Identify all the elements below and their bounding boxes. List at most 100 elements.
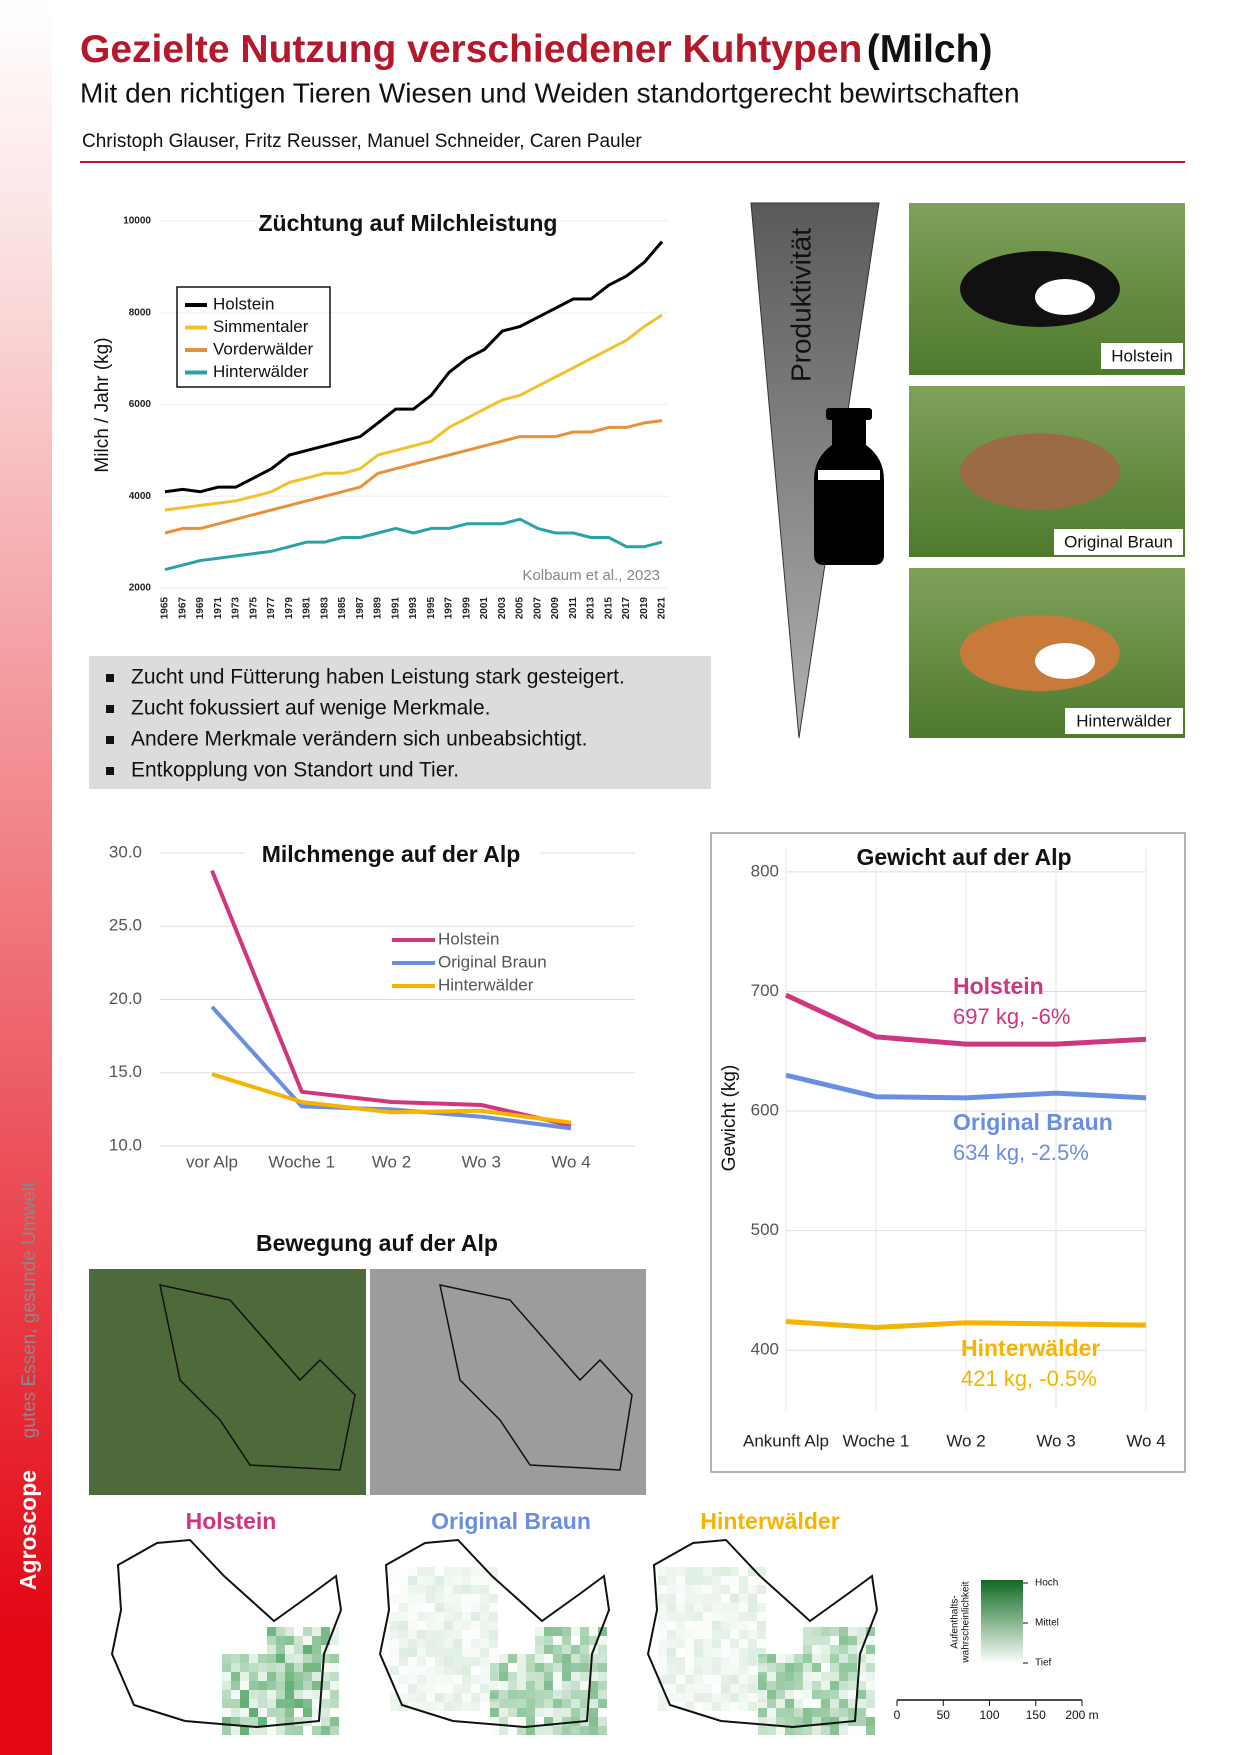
heat-cell xyxy=(321,1654,330,1663)
heat-cell xyxy=(462,1603,471,1612)
heat-cell xyxy=(830,1636,839,1645)
heat-cell xyxy=(839,1699,848,1708)
heat-cell xyxy=(721,1693,730,1702)
heat-cell xyxy=(517,1708,526,1717)
heat-cell xyxy=(499,1672,508,1681)
heat-cell xyxy=(739,1693,748,1702)
heat-cell xyxy=(276,1636,285,1645)
x-tick-label: 2003 xyxy=(497,597,508,620)
heat-cell xyxy=(757,1612,766,1621)
heat-cell xyxy=(748,1621,757,1630)
heat-cell xyxy=(417,1639,426,1648)
heat-cell xyxy=(685,1630,694,1639)
heat-cell xyxy=(390,1657,399,1666)
series-name: Original Braun xyxy=(953,1109,1113,1135)
heat-cell xyxy=(553,1645,562,1654)
map-label: Hinterwälder xyxy=(700,1508,839,1534)
heat-cell xyxy=(703,1621,712,1630)
heat-cell xyxy=(562,1645,571,1654)
heat-cell xyxy=(703,1585,712,1594)
heat-cell xyxy=(757,1567,766,1576)
heat-cell xyxy=(444,1684,453,1693)
caption-box xyxy=(1065,708,1183,734)
heat-cell xyxy=(589,1726,598,1735)
heat-cell xyxy=(848,1690,857,1699)
x-tick-label: 1981 xyxy=(302,597,313,620)
heat-cell xyxy=(694,1576,703,1585)
cow-patch xyxy=(1035,461,1095,498)
heat-cell xyxy=(330,1636,339,1645)
heat-cell xyxy=(526,1681,535,1690)
charts: 2000 4000 6000 8000 10000 1965 1967 1969 1971 197… xyxy=(92,210,1166,1450)
heat-cell xyxy=(703,1702,712,1711)
series-line xyxy=(211,1072,572,1125)
heat-cell xyxy=(471,1648,480,1657)
heat-cell xyxy=(821,1726,830,1735)
heat-cell xyxy=(767,1654,776,1663)
heat-cell xyxy=(694,1567,703,1576)
heat-cell xyxy=(267,1681,276,1690)
heat-cell xyxy=(712,1639,721,1648)
heat-cell xyxy=(839,1681,848,1690)
heat-cell xyxy=(267,1708,276,1717)
heat-cell xyxy=(258,1681,267,1690)
x-tick-label: 1973 xyxy=(231,597,242,620)
heat-cell xyxy=(321,1681,330,1690)
heat-cell xyxy=(830,1699,839,1708)
heat-cell xyxy=(562,1717,571,1726)
heat-cell xyxy=(703,1693,712,1702)
heat-cell xyxy=(285,1726,294,1735)
heat-cell xyxy=(426,1630,435,1639)
heat-cell xyxy=(571,1699,580,1708)
heat-cell xyxy=(848,1627,857,1636)
y-tick-label: 2000 xyxy=(129,583,152,594)
x-tick-label: 2005 xyxy=(515,597,526,620)
heat-cell xyxy=(712,1567,721,1576)
heat-cell xyxy=(776,1690,785,1699)
heat-cell xyxy=(453,1684,462,1693)
heat-cell xyxy=(589,1717,598,1726)
heat-cell xyxy=(408,1639,417,1648)
heat-cell xyxy=(658,1567,667,1576)
heat-cell xyxy=(589,1699,598,1708)
heat-cell xyxy=(821,1717,830,1726)
heat-cell xyxy=(417,1630,426,1639)
series-name: Hinterwälder xyxy=(961,1335,1100,1361)
heat-cell xyxy=(721,1702,730,1711)
heat-cell xyxy=(730,1684,739,1693)
heat-cell xyxy=(757,1702,766,1711)
heat-cell xyxy=(830,1690,839,1699)
heat-cell xyxy=(830,1672,839,1681)
heat-cell xyxy=(553,1654,562,1663)
heat-cell xyxy=(589,1627,598,1636)
heat-cell xyxy=(544,1717,553,1726)
heat-cell xyxy=(598,1708,607,1717)
heat-cell xyxy=(453,1585,462,1594)
heat-cell xyxy=(812,1708,821,1717)
heat-cell xyxy=(857,1627,866,1636)
aerial-photo xyxy=(89,1269,366,1495)
heat-cell xyxy=(312,1636,321,1645)
heat-cell xyxy=(758,1654,767,1663)
heat-cell xyxy=(730,1675,739,1684)
legend-label: Hinterwälder xyxy=(438,975,534,994)
heat-cell xyxy=(276,1663,285,1672)
heat-cell xyxy=(535,1627,544,1636)
heat-cell xyxy=(694,1693,703,1702)
heat-cell xyxy=(285,1681,294,1690)
heat-cell xyxy=(285,1654,294,1663)
heat-cell xyxy=(535,1654,544,1663)
heat-cell xyxy=(390,1567,399,1576)
heat-cell xyxy=(231,1708,240,1717)
heat-cell xyxy=(267,1654,276,1663)
heat-cell xyxy=(694,1648,703,1657)
heat-cell xyxy=(821,1654,830,1663)
heat-cell xyxy=(453,1657,462,1666)
heat-cell xyxy=(803,1690,812,1699)
x-tick-label: Wo 4 xyxy=(1126,1431,1165,1450)
heat-cell xyxy=(294,1717,303,1726)
heat-cell xyxy=(276,1672,285,1681)
bottle-stripe xyxy=(818,470,880,480)
heat-cell xyxy=(580,1645,589,1654)
heat-cell xyxy=(703,1630,712,1639)
